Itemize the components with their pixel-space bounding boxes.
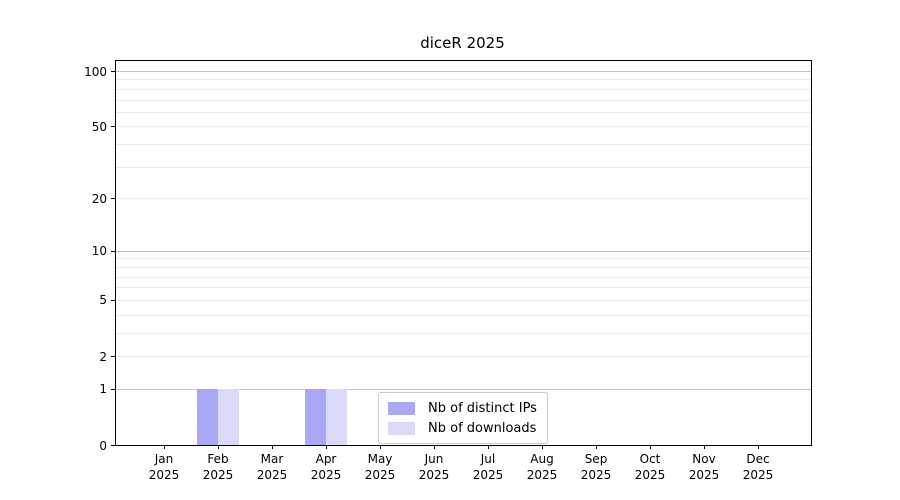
x-tick-label: Feb 2025 — [202, 452, 234, 482]
gridline-minor — [116, 314, 811, 316]
gridline-minor — [116, 299, 811, 301]
x-tick-mark — [164, 445, 165, 449]
y-tick-label: 5 — [99, 293, 107, 308]
y-tick-mark — [111, 250, 115, 252]
y-tick-label: 2 — [99, 349, 107, 364]
gridline-major — [116, 388, 811, 390]
x-tick-mark — [704, 445, 705, 449]
x-tick-mark — [434, 445, 435, 449]
y-tick-mark — [111, 126, 115, 128]
x-tick-mark — [326, 445, 327, 449]
legend-label-distinct-ips: Nb of distinct IPs — [428, 400, 537, 416]
x-tick-label: Mar 2025 — [256, 452, 288, 482]
gridline-minor — [116, 144, 811, 146]
legend-label-downloads: Nb of downloads — [428, 420, 537, 436]
gridline-minor — [116, 198, 811, 200]
x-tick-mark — [758, 445, 759, 449]
gridline-minor — [116, 126, 811, 128]
y-tick-mark — [111, 71, 115, 72]
y-tick-label: 20 — [91, 191, 107, 206]
y-tick-label: 10 — [91, 244, 107, 259]
bar-downloads-apr — [326, 388, 347, 445]
x-tick-label: Oct 2025 — [634, 452, 666, 482]
x-tick-label: Jul 2025 — [472, 452, 504, 482]
legend-swatch-downloads — [388, 421, 415, 435]
gridline-minor — [116, 79, 811, 81]
bar-distinct-ips-apr — [305, 388, 326, 445]
x-tick-label: May 2025 — [364, 452, 396, 482]
legend-row-downloads: Nb of downloads — [388, 418, 537, 438]
gridline-minor — [116, 332, 811, 334]
legend-row-distinct-ips: Nb of distinct IPs — [388, 398, 537, 418]
x-tick-mark — [650, 445, 651, 449]
gridline-major — [116, 71, 811, 72]
x-tick-label: Nov 2025 — [688, 452, 720, 482]
x-tick-mark — [542, 445, 543, 449]
x-tick-label: Jan 2025 — [148, 452, 180, 482]
x-tick-mark — [380, 445, 381, 449]
x-tick-label: Aug 2025 — [526, 452, 558, 482]
y-tick-label: 100 — [84, 64, 107, 79]
y-tick-label: 50 — [91, 119, 107, 134]
plot-area: Nb of distinct IPs Nb of downloads 100 50… — [84, 60, 812, 482]
bar-distinct-ips-feb — [197, 388, 218, 445]
y-tick-mark — [111, 445, 115, 446]
x-tick-mark — [218, 445, 219, 449]
x-tick-label: Jun 2025 — [418, 452, 450, 482]
gridline-minor — [116, 276, 811, 278]
gridline-minor — [116, 166, 811, 168]
x-tick-label: Sep 2025 — [580, 452, 612, 482]
y-tick-mark — [111, 198, 115, 200]
gridline-minor — [116, 88, 811, 90]
gridline-minor — [116, 99, 811, 101]
y-tick-label: 1 — [99, 382, 107, 397]
x-tick-mark — [596, 445, 597, 449]
y-tick-mark — [111, 388, 115, 390]
bar-downloads-feb — [218, 388, 239, 445]
x-tick-label: Dec 2025 — [742, 452, 774, 482]
gridline-minor — [116, 258, 811, 260]
x-tick-mark — [272, 445, 273, 449]
gridline-major — [116, 250, 811, 252]
y-tick-label: 0 — [99, 438, 107, 453]
gridline-minor — [116, 266, 811, 268]
legend: Nb of distinct IPs Nb of downloads — [378, 392, 548, 444]
gridline-minor — [116, 111, 811, 113]
y-tick-mark — [111, 356, 115, 357]
gridline-minor — [116, 287, 811, 289]
x-tick-label: Apr 2025 — [310, 452, 342, 482]
chart-title: diceR 2025 — [420, 34, 505, 52]
gridline-minor — [116, 356, 811, 357]
x-tick-mark — [488, 445, 489, 449]
y-tick-mark — [111, 299, 115, 301]
legend-swatch-distinct-ips — [388, 401, 415, 415]
